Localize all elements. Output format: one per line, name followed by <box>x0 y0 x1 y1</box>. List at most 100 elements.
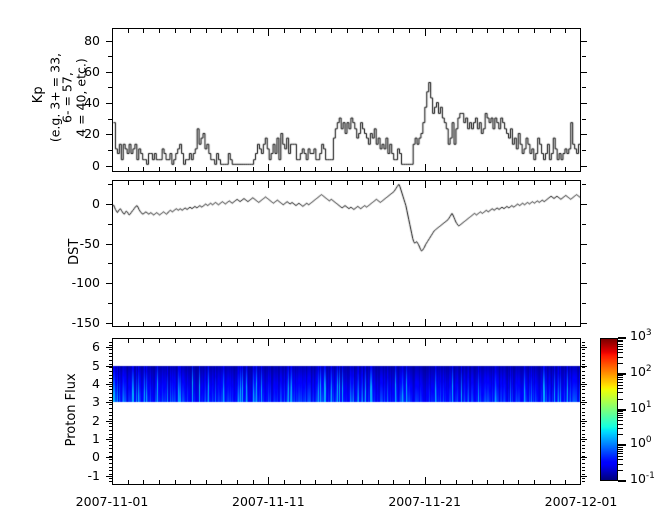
x-tick-top-2-12 <box>300 338 301 343</box>
x-tick-1-8 <box>237 322 238 327</box>
kp-series-canvas <box>113 29 580 171</box>
x-tick-1-10 <box>268 319 269 327</box>
pf-minor-r <box>582 353 585 354</box>
x-tick-0-22 <box>456 167 457 172</box>
pf-minor <box>109 470 112 471</box>
pf-minor-r <box>582 364 585 365</box>
pf-minor <box>109 397 112 398</box>
colorbar-minor-tick <box>618 456 623 457</box>
x-tick-top-0-0 <box>112 28 113 36</box>
kp-ytick-right-3 <box>581 72 587 73</box>
proton-flux-axis-title: Proton Flux <box>65 329 79 489</box>
colorbar-minor-tick <box>618 388 623 389</box>
pf-ytick-3 <box>106 421 112 422</box>
x-tick-top-2-15 <box>347 338 348 343</box>
x-tick-top-2-9 <box>253 338 254 343</box>
x-tick-top-0-28 <box>550 28 551 33</box>
x-tick-top-0-25 <box>503 28 504 33</box>
pf-minor-r <box>582 356 585 357</box>
colorbar-minor-tick <box>618 434 623 435</box>
pf-minor-r <box>582 367 585 368</box>
pf-ytick-right-4 <box>581 402 587 403</box>
x-tick-2-27 <box>534 480 535 485</box>
kp-minor-tick-10 <box>108 150 112 151</box>
dst-ytick-label-3: -150 <box>34 317 100 330</box>
x-tick-0-7 <box>221 167 222 172</box>
colorbar-minor-tick <box>618 459 623 460</box>
x-tick-top-0-10 <box>268 28 269 36</box>
colorbar-minor-tick <box>618 375 623 376</box>
x-tick-top-0-19 <box>409 28 410 33</box>
x-tick-2-14 <box>331 480 332 485</box>
x-tick-1-19 <box>409 322 410 327</box>
dst-minor-25 <box>108 184 112 185</box>
kp-minor-tick-r-10 <box>582 150 586 151</box>
x-tick-top-1-6 <box>206 180 207 185</box>
pf-minor <box>109 415 112 416</box>
x-tick-1-17 <box>378 322 379 327</box>
x-tick-1-26 <box>518 322 519 327</box>
kp-ytick-1 <box>106 134 112 135</box>
colorbar-tick-exponent-0: 3 <box>646 328 652 338</box>
pf-minor-r <box>582 470 585 471</box>
x-tick-0-5 <box>190 167 191 172</box>
x-tick-top-1-20 <box>425 180 426 188</box>
x-tick-1-27 <box>534 322 535 327</box>
x-tick-top-1-8 <box>237 180 238 185</box>
x-tick-top-0-21 <box>440 28 441 33</box>
x-tick-0-21 <box>440 167 441 172</box>
pf-minor <box>109 463 112 464</box>
colorbar-major-tick-4 <box>618 480 626 482</box>
pf-minor <box>109 437 112 438</box>
pf-minor <box>109 448 112 449</box>
pf-ytick-7 <box>106 347 112 348</box>
x-tick-top-2-13 <box>315 338 316 343</box>
colorbar-tick-mantissa-1: 10 <box>630 364 646 379</box>
x-tick-top-2-10 <box>268 338 269 346</box>
dst-ytick-label-2: -100 <box>34 277 100 290</box>
dst-ytick-right-3 <box>581 323 587 324</box>
x-tick-top-1-22 <box>456 180 457 185</box>
x-tick-top-2-23 <box>472 338 473 343</box>
x-tick-top-1-13 <box>315 180 316 185</box>
colorbar-tick-label-1: 102 <box>630 365 652 379</box>
pf-minor-r <box>582 386 585 387</box>
x-tick-2-2 <box>143 480 144 485</box>
x-tick-top-2-24 <box>487 338 488 343</box>
x-tick-1-28 <box>550 322 551 327</box>
kp-minor-tick-r-50 <box>582 87 586 88</box>
colorbar-minor-tick <box>618 340 623 341</box>
dst-minor-r--25 <box>582 224 586 225</box>
kp-axis-title-note-3: 6- = 57, <box>60 23 73 173</box>
x-tick-1-15 <box>347 322 348 327</box>
colorbar-gradient <box>601 339 617 480</box>
pf-minor <box>109 364 112 365</box>
colorbar-minor-tick <box>618 352 623 353</box>
pf-minor <box>109 349 112 350</box>
pf-ytick-right-0 <box>581 476 587 477</box>
x-tick-top-2-17 <box>378 338 379 343</box>
kp-ytick-2 <box>106 103 112 104</box>
pf-minor <box>109 382 112 383</box>
x-tick-2-12 <box>300 480 301 485</box>
pf-minor-r <box>582 400 585 401</box>
x-tick-top-1-7 <box>221 180 222 185</box>
x-tick-top-2-11 <box>284 338 285 343</box>
x-tick-2-5 <box>190 480 191 485</box>
x-tick-2-23 <box>472 480 473 485</box>
x-tick-2-3 <box>159 480 160 485</box>
x-tick-top-2-4 <box>175 338 176 343</box>
x-tick-2-28 <box>550 480 551 485</box>
x-tick-top-2-8 <box>237 338 238 343</box>
x-tick-top-0-16 <box>362 28 363 33</box>
x-tick-top-0-22 <box>456 28 457 33</box>
x-tick-top-0-5 <box>190 28 191 33</box>
colorbar <box>600 338 618 481</box>
pf-ytick-right-2 <box>581 439 587 440</box>
pf-minor-r <box>582 467 585 468</box>
x-tick-2-0 <box>112 477 113 485</box>
x-tick-top-2-7 <box>221 338 222 343</box>
kp-ytick-right-0 <box>581 166 587 167</box>
colorbar-minor-tick <box>618 464 623 465</box>
x-tick-0-11 <box>284 167 285 172</box>
